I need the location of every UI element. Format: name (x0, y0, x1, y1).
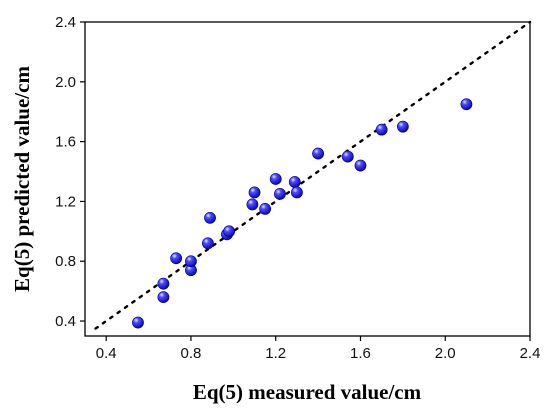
x-tick-label: 0.8 (181, 345, 202, 362)
data-point (341, 150, 354, 163)
data-point (312, 147, 324, 160)
data-point (269, 173, 282, 185)
y-axis-ticks: 0.4 0.8 1.2 1.6 2.0 2.4 (55, 14, 85, 330)
x-axis-title: Eq(5) measured value/cm (193, 380, 422, 404)
data-point (202, 237, 214, 250)
data-point (246, 198, 259, 211)
x-tick-label: 2.0 (435, 345, 456, 362)
plot-frame (84, 21, 531, 337)
data-point (185, 255, 197, 268)
data-point (291, 186, 303, 199)
data-point (460, 98, 473, 111)
x-tick-label: 1.6 (350, 345, 371, 362)
data-point (375, 123, 388, 136)
data-point (259, 203, 272, 215)
x-axis-ticks: 0.4 0.8 1.2 1.6 2.0 2.4 (96, 336, 541, 362)
data-point (157, 277, 170, 290)
y-tick-label: 1.6 (55, 134, 76, 151)
reference-line (94, 20, 532, 330)
x-tick-label: 0.4 (96, 345, 117, 362)
data-point (223, 225, 235, 238)
data-points (132, 98, 473, 329)
data-point (274, 188, 286, 200)
x-tick-label: 2.4 (520, 345, 541, 362)
y-tick-label: 2.0 (55, 74, 76, 91)
data-point (204, 211, 216, 224)
y-axis-title: Eq(5) predicted value/cm (10, 66, 34, 292)
data-point (132, 316, 144, 329)
data-point (288, 176, 301, 188)
y-tick-label: 2.4 (55, 14, 76, 31)
y-tick-label: 0.8 (55, 253, 76, 270)
data-point (396, 120, 409, 133)
data-point (170, 252, 183, 265)
data-point (354, 159, 367, 172)
y-tick-label: 0.4 (55, 313, 76, 330)
y-tick-label: 1.2 (55, 193, 76, 210)
data-point (248, 186, 261, 199)
x-tick-label: 1.2 (265, 345, 286, 362)
data-point (157, 291, 170, 304)
